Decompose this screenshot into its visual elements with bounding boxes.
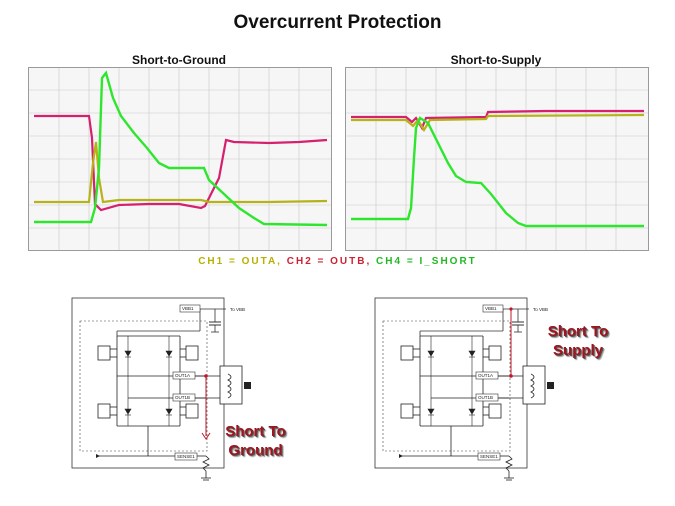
legend-ch4: CH4 = I_SHORT [376,256,477,267]
schematic-short-to-supply: VBB1 To VBB OUT1A OUT1B SE [374,297,554,481]
pin-sense: SENSE1 [177,454,195,459]
scope-title-short-to-ground: Short-to-Ground [132,53,226,67]
trace-ishort [34,70,328,227]
pin-outa: OUT1A [478,373,493,378]
short-label-line1: Short To [547,323,609,340]
trace-outa [34,141,328,204]
page-title: Overcurrent Protection [233,12,442,33]
pin-vbb: VBB1 [485,306,497,311]
to-vbb-label: To VBB [533,307,548,312]
scope-grid [346,68,648,250]
bridge-fets [400,335,502,427]
body-diodes [124,336,173,426]
scope-plot-short-to-supply [346,68,648,250]
schematic-short-to-ground: VBB1 To VBB OUT1A OUT1B [71,297,251,481]
pin-vbb: VBB1 [182,306,194,311]
body-diodes [427,336,476,426]
trace-ishort [351,116,644,228]
short-label-line2: Supply [552,342,603,359]
pin-outb: OUT1B [478,395,493,400]
legend-ch1: CH1 = OUTA, [198,256,282,267]
trace-outb [351,109,644,131]
scope-short-to-ground [28,67,332,251]
pin-outb: OUT1B [175,395,190,400]
legend-ch2: CH2 = OUTB, [286,256,372,267]
short-to-supply-label: Short To Supply [528,322,628,360]
to-vbb-label: To VBB [230,307,245,312]
motor-load [522,365,546,405]
bridge-outline [79,320,208,452]
short-to-ground-label: Short To Ground [208,422,303,460]
trace-outa [351,113,645,133]
scope-plot-short-to-ground [29,68,331,250]
bridge-outline [382,320,511,452]
scope-short-to-supply [345,67,649,251]
bridge-fets [97,335,199,427]
scope-grid [29,68,331,250]
trace-outb [34,114,328,212]
pin-sense: SENSE1 [480,454,498,459]
short-label-line2: Ground [228,442,283,459]
pin-outa: OUT1A [175,373,190,378]
motor-load [219,365,243,405]
short-label-line1: Short To [225,423,286,440]
scope-title-short-to-supply: Short-to-Supply [450,53,542,67]
channel-legend: CH1 = OUTA, CH2 = OUTB, CH4 = I_SHORT [0,256,675,267]
